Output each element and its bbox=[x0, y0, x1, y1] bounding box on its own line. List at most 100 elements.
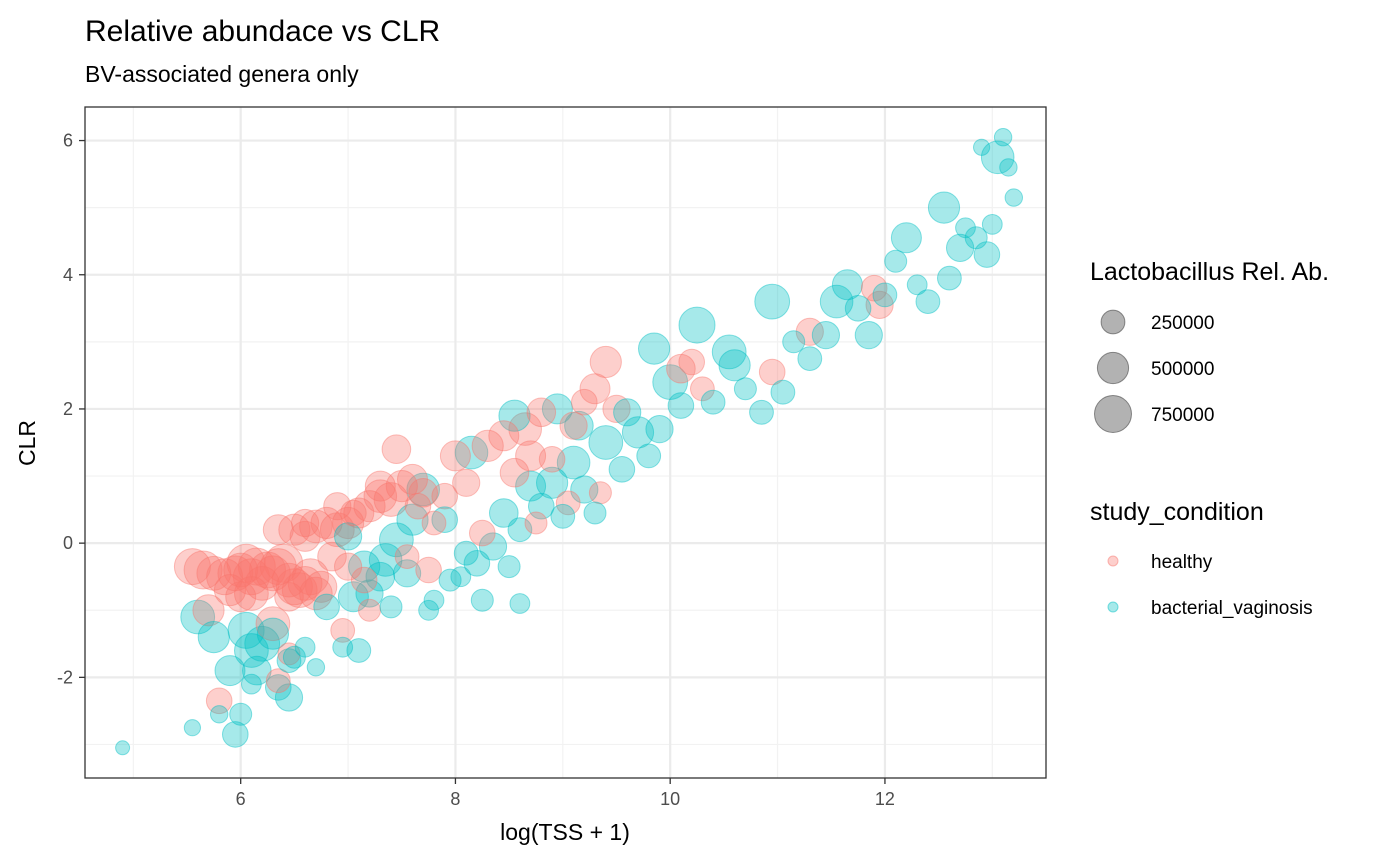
data-point-bacterial-vaginosis bbox=[265, 674, 292, 701]
data-point-bacterial-vaginosis bbox=[197, 621, 230, 654]
data-point-bacterial-vaginosis bbox=[964, 226, 988, 250]
data-point-bacterial-vaginosis bbox=[393, 559, 422, 588]
data-point-bacterial-vaginosis bbox=[999, 158, 1018, 177]
data-point-bacterial-vaginosis bbox=[365, 561, 396, 592]
data-point-bacterial-vaginosis bbox=[180, 599, 216, 635]
data-point-healthy bbox=[588, 481, 612, 505]
data-point-healthy bbox=[196, 555, 232, 591]
data-point-healthy bbox=[439, 440, 471, 472]
data-point-healthy bbox=[666, 353, 696, 384]
data-point-bacterial-vaginosis bbox=[718, 349, 751, 382]
data-point-healthy bbox=[317, 541, 347, 572]
data-point-bacterial-vaginosis bbox=[379, 595, 403, 619]
data-point-bacterial-vaginosis bbox=[210, 705, 229, 724]
data-point-healthy bbox=[217, 555, 254, 592]
data-point-bacterial-vaginosis bbox=[489, 498, 519, 528]
data-point-healthy bbox=[364, 470, 396, 502]
data-point-bacterial-vaginosis bbox=[678, 306, 716, 344]
size-legend-label: 250000 bbox=[1151, 313, 1214, 334]
data-point-bacterial-vaginosis bbox=[406, 472, 441, 507]
data-point-healthy bbox=[289, 520, 321, 552]
data-point-healthy bbox=[287, 566, 323, 601]
data-point-healthy bbox=[381, 434, 412, 465]
data-point-healthy bbox=[555, 490, 581, 516]
data-point-bacterial-vaginosis bbox=[570, 475, 599, 504]
data-point-healthy bbox=[508, 412, 543, 446]
color-legend-label: bacterial_vaginosis bbox=[1151, 598, 1313, 619]
data-point-healthy bbox=[488, 420, 520, 452]
data-point-bacterial-vaginosis bbox=[638, 332, 671, 365]
data-point-healthy bbox=[223, 552, 259, 588]
data-point-healthy bbox=[319, 512, 355, 548]
data-point-bacterial-vaginosis bbox=[115, 740, 131, 756]
data-point-bacterial-vaginosis bbox=[438, 568, 462, 592]
data-point-bacterial-vaginosis bbox=[700, 389, 726, 415]
data-point-healthy bbox=[397, 463, 428, 495]
data-point-healthy bbox=[291, 508, 320, 538]
data-point-bacterial-vaginosis bbox=[274, 683, 304, 712]
data-point-healthy bbox=[275, 568, 313, 606]
data-point-bacterial-vaginosis bbox=[550, 503, 576, 529]
data-point-bacterial-vaginosis bbox=[652, 364, 689, 401]
data-point-healthy bbox=[262, 514, 294, 546]
data-point-bacterial-vaginosis bbox=[478, 532, 508, 561]
data-point-healthy bbox=[602, 394, 631, 423]
data-point-bacterial-vaginosis bbox=[423, 589, 445, 611]
size-legend-label: 500000 bbox=[1151, 359, 1214, 380]
color-legend: study_condition healthy bacterial_vaginos… bbox=[1090, 498, 1313, 619]
data-point-healthy bbox=[340, 499, 367, 527]
y-tick-label: 0 bbox=[63, 533, 73, 553]
data-point-bacterial-vaginosis bbox=[244, 625, 281, 662]
color-legend-key bbox=[1107, 555, 1119, 567]
data-point-healthy bbox=[255, 555, 291, 592]
data-point-healthy bbox=[415, 556, 442, 584]
data-point-bacterial-vaginosis bbox=[711, 334, 747, 370]
data-point-bacterial-vaginosis bbox=[541, 393, 573, 425]
data-point-bacterial-vaginosis bbox=[906, 274, 928, 296]
data-point-bacterial-vaginosis bbox=[241, 655, 272, 686]
data-point-bacterial-vaginosis bbox=[754, 283, 791, 320]
size-legend-title: Lactobacillus Rel. Ab. bbox=[1090, 258, 1329, 286]
data-point-healthy bbox=[373, 482, 409, 517]
data-point-bacterial-vaginosis bbox=[819, 284, 854, 319]
data-point-healthy bbox=[299, 509, 333, 544]
data-point-bacterial-vaginosis bbox=[276, 648, 302, 673]
size-legend-key bbox=[1096, 351, 1130, 385]
data-point-healthy bbox=[259, 548, 297, 586]
data-point-bacterial-vaginosis bbox=[348, 550, 381, 583]
chart-title: Relative abundace vs CLR bbox=[85, 15, 440, 48]
data-point-healthy bbox=[860, 274, 888, 302]
data-point-healthy bbox=[363, 479, 398, 514]
data-point-healthy bbox=[299, 576, 333, 611]
data-point-bacterial-vaginosis bbox=[608, 456, 636, 483]
color-legend-key bbox=[1107, 601, 1119, 613]
x-tick-label: 12 bbox=[875, 789, 895, 809]
data-point-healthy bbox=[173, 548, 211, 586]
data-point-bacterial-vaginosis bbox=[256, 617, 289, 650]
data-point-bacterial-vaginosis bbox=[306, 658, 326, 677]
data-point-healthy bbox=[758, 358, 786, 386]
data-point-bacterial-vaginosis bbox=[214, 655, 246, 687]
data-point-bacterial-vaginosis bbox=[770, 379, 796, 405]
data-point-bacterial-vaginosis bbox=[667, 392, 695, 419]
data-point-healthy bbox=[499, 457, 530, 488]
data-point-healthy bbox=[404, 492, 432, 520]
data-point-bacterial-vaginosis bbox=[636, 443, 662, 469]
data-point-bacterial-vaginosis bbox=[937, 265, 962, 291]
data-point-healthy bbox=[232, 558, 270, 596]
data-point-bacterial-vaginosis bbox=[993, 128, 1013, 147]
data-point-bacterial-vaginosis bbox=[337, 581, 369, 613]
data-point-bacterial-vaginosis bbox=[872, 282, 898, 308]
data-point-healthy bbox=[183, 550, 223, 590]
data-point-bacterial-vaginosis bbox=[509, 593, 531, 614]
data-point-bacterial-vaginosis bbox=[282, 645, 306, 669]
data-point-bacterial-vaginosis bbox=[453, 540, 479, 566]
data-point-healthy bbox=[579, 373, 611, 405]
size-legend-key bbox=[1094, 395, 1132, 433]
data-point-bacterial-vaginosis bbox=[470, 588, 494, 612]
data-point-bacterial-vaginosis bbox=[431, 506, 459, 534]
data-point-healthy bbox=[431, 482, 459, 510]
data-point-healthy bbox=[225, 581, 257, 613]
data-point-bacterial-vaginosis bbox=[234, 633, 269, 668]
